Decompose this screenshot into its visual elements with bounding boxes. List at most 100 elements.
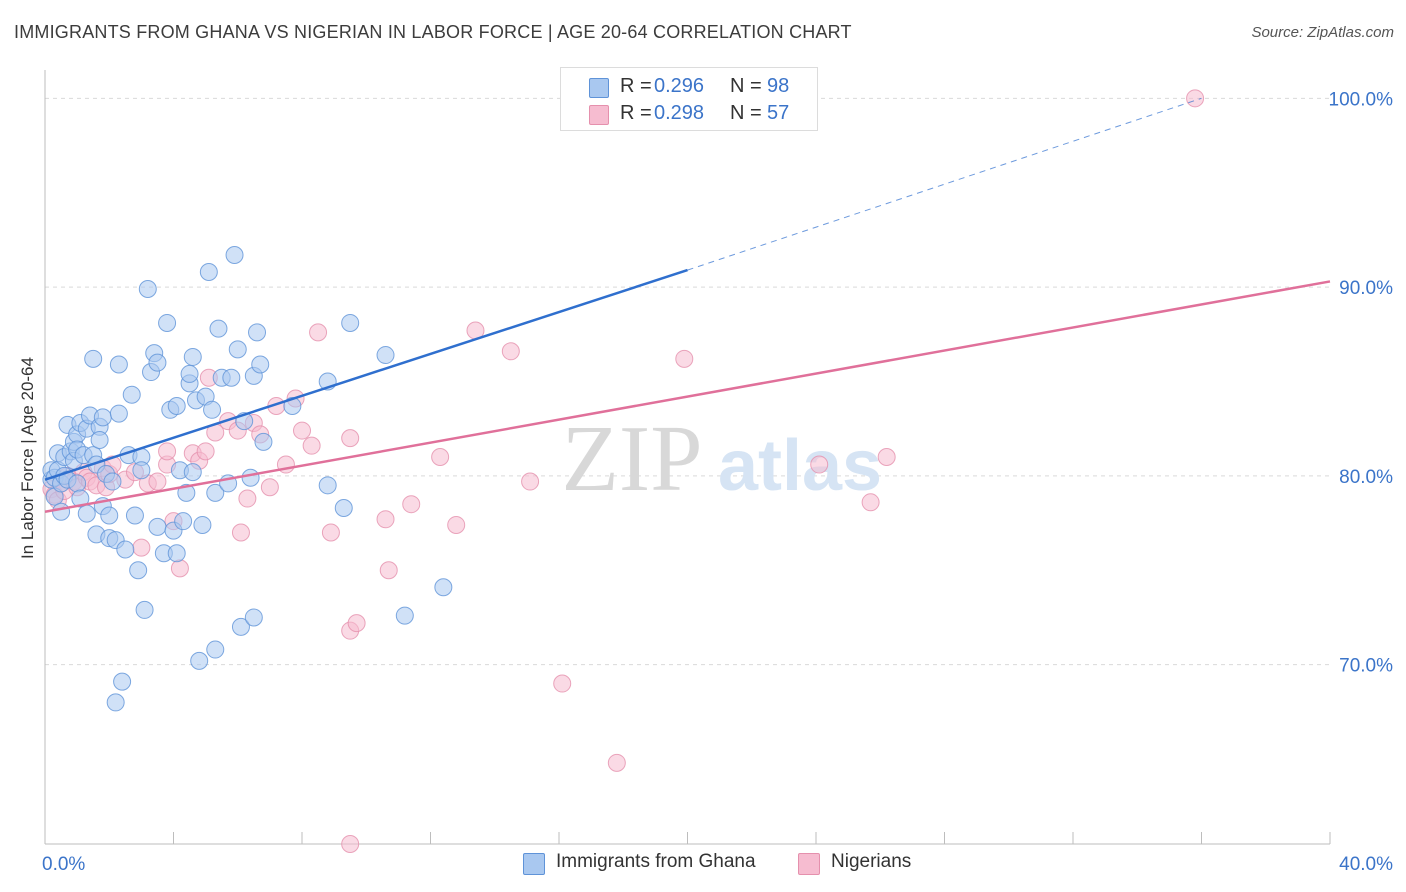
ghana-point bbox=[180, 364, 199, 383]
ghana-point bbox=[71, 489, 90, 508]
ghana-point bbox=[148, 517, 167, 536]
nigerian-point bbox=[501, 342, 520, 361]
ghana-point bbox=[209, 319, 228, 338]
nigerian-point bbox=[341, 835, 360, 853]
n-label: N = bbox=[730, 75, 762, 97]
ghana-point bbox=[228, 340, 247, 359]
nigerian-point bbox=[521, 472, 540, 491]
ghana-point bbox=[77, 504, 96, 523]
ghana-point bbox=[376, 346, 395, 365]
stats-row-ghana: R = 0.296 N = 98 bbox=[561, 75, 817, 103]
watermark: ZIP atlas bbox=[562, 407, 883, 511]
ghana-point bbox=[129, 561, 148, 580]
ghana-point bbox=[183, 347, 202, 366]
nigerian-legend-swatch bbox=[798, 853, 820, 875]
nigerian-point bbox=[196, 442, 215, 461]
ghana-trend-extension bbox=[687, 97, 1202, 271]
ghana-point bbox=[225, 246, 244, 265]
stats-row-nigerians: R = 0.298 N = 57 bbox=[561, 102, 817, 130]
ghana-point bbox=[241, 468, 260, 487]
axes-layer bbox=[44, 70, 1331, 845]
n-label: N = bbox=[730, 102, 762, 124]
nigerian-point bbox=[402, 495, 421, 514]
r-value: 0.296 bbox=[654, 75, 705, 97]
ghana-point bbox=[283, 397, 302, 416]
ghana-point bbox=[199, 262, 218, 281]
nigerian-point bbox=[309, 323, 328, 342]
nigerian-point bbox=[132, 538, 151, 557]
ghana-point bbox=[167, 397, 186, 416]
ghana-point bbox=[100, 506, 119, 525]
ghana-point bbox=[434, 578, 453, 597]
ghana-point bbox=[190, 651, 209, 670]
nigerian-point bbox=[170, 559, 189, 578]
nigerian-point bbox=[341, 429, 360, 448]
nigerian-point bbox=[607, 753, 626, 772]
nigerian-point bbox=[376, 510, 395, 529]
ghana-point bbox=[251, 355, 270, 374]
ghana-point bbox=[135, 600, 154, 619]
ghana-point bbox=[116, 540, 135, 559]
ghana-point bbox=[113, 672, 132, 691]
nigerian-point bbox=[553, 674, 572, 693]
ghana-point bbox=[93, 408, 112, 427]
nigerian-trend-line bbox=[44, 280, 1331, 513]
ghana-point bbox=[52, 502, 71, 521]
points-layer bbox=[42, 89, 1205, 853]
nigerian-point bbox=[810, 455, 829, 474]
ghana-point bbox=[106, 693, 125, 712]
ghana-legend-swatch bbox=[523, 853, 545, 875]
nigerian-point bbox=[877, 448, 896, 466]
r-label: R = bbox=[620, 102, 652, 124]
y-tick-label: 70.0% bbox=[1339, 656, 1393, 677]
legend-item-ghana[interactable]: Immigrants from Ghana bbox=[523, 851, 773, 877]
ghana-point bbox=[84, 349, 103, 368]
ghana-point bbox=[183, 463, 202, 482]
nigerian-point bbox=[260, 478, 279, 497]
r-label: R = bbox=[620, 75, 652, 97]
ghana-point bbox=[203, 400, 222, 419]
ghana-point bbox=[206, 483, 225, 502]
nigerian-point bbox=[675, 349, 694, 368]
nigerian-point bbox=[447, 515, 466, 534]
legend-label: Nigerians bbox=[831, 851, 912, 872]
nigerian-point bbox=[148, 472, 167, 491]
ghana-point bbox=[177, 483, 196, 502]
ghana-point bbox=[109, 355, 128, 374]
nigerian-point bbox=[861, 493, 880, 512]
ghana-point bbox=[395, 606, 414, 625]
n-value: 98 bbox=[767, 75, 790, 97]
ghana-point bbox=[248, 323, 267, 342]
ghana-swatch bbox=[589, 78, 609, 98]
r-value: 0.298 bbox=[654, 102, 705, 124]
ghana-point bbox=[68, 474, 87, 493]
ghana-point bbox=[122, 385, 141, 404]
nigerian-point bbox=[293, 421, 311, 440]
y-tick-label: 100.0% bbox=[1329, 89, 1394, 110]
y-tick-label: 80.0% bbox=[1339, 467, 1393, 488]
chart-source: Source: ZipAtlas.com bbox=[1251, 24, 1394, 41]
ghana-point bbox=[222, 368, 241, 387]
legend-item-nigerians[interactable]: Nigerians bbox=[798, 851, 928, 877]
nigerian-point bbox=[238, 489, 257, 508]
ghana-point bbox=[341, 313, 360, 332]
legend-label: Immigrants from Ghana bbox=[556, 851, 756, 872]
ghana-point bbox=[132, 461, 151, 480]
watermark-atlas: atlas bbox=[718, 426, 882, 506]
ghana-point bbox=[125, 506, 144, 525]
ghana-point bbox=[254, 432, 273, 451]
ghana-point bbox=[90, 431, 109, 450]
trend-layer bbox=[44, 97, 1331, 513]
ghana-point bbox=[193, 515, 212, 534]
ghana-point bbox=[231, 617, 250, 636]
nigerian-point bbox=[321, 523, 340, 542]
ghana-point bbox=[103, 472, 122, 491]
x-tick-label: 0.0% bbox=[42, 854, 85, 875]
ghana-point bbox=[148, 353, 167, 372]
nigerian-swatch bbox=[589, 105, 609, 125]
watermark-zip: ZIP bbox=[562, 407, 703, 511]
ghana-point bbox=[318, 476, 337, 495]
ghana-point bbox=[167, 544, 186, 563]
x-tick-label: 40.0% bbox=[1339, 854, 1393, 875]
nigerian-point bbox=[379, 561, 398, 580]
